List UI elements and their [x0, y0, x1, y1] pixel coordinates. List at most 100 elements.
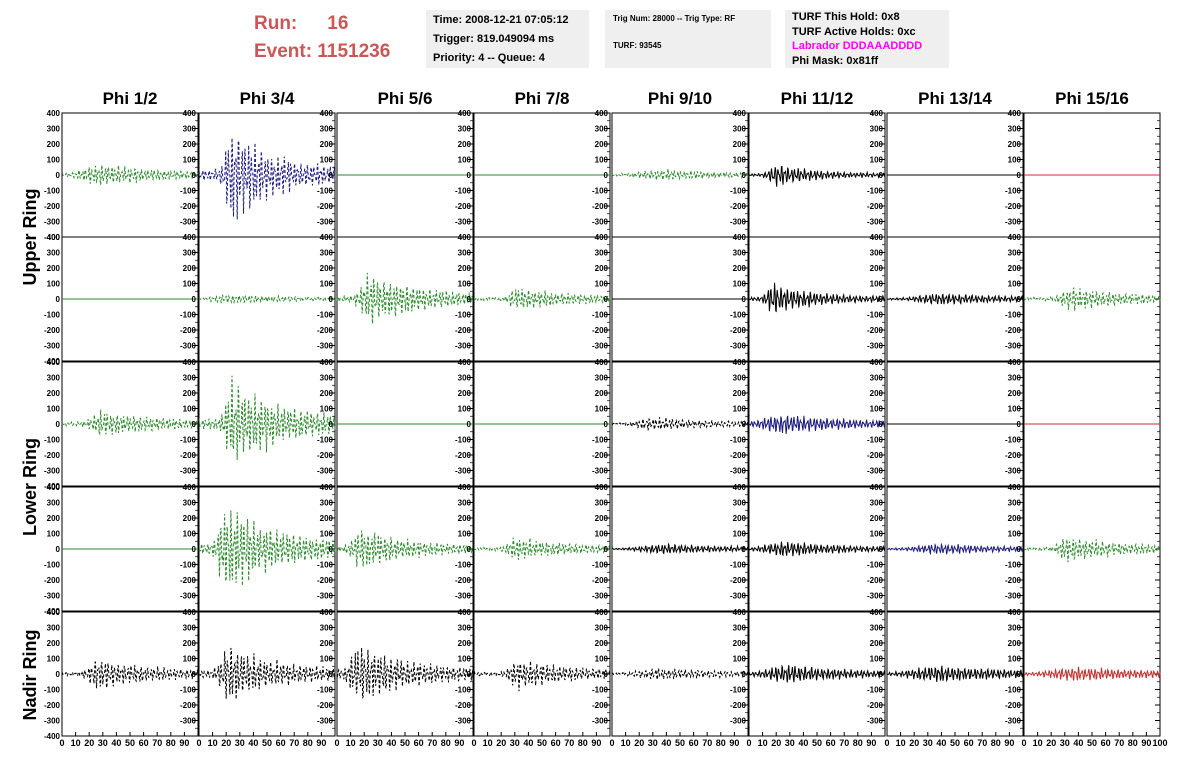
y-tick-label: 200 [870, 264, 884, 273]
y-tick-label: -200 [455, 451, 472, 460]
y-tick-label: 400 [733, 483, 747, 492]
y-tick-label: 200 [458, 389, 472, 398]
y-tick-label: -300 [730, 342, 747, 351]
x-tick-label: 10 [621, 738, 631, 748]
y-tick-label: -200 [592, 326, 609, 335]
y-tick-label: 200 [733, 140, 747, 149]
y-tick-label: 400 [320, 109, 334, 118]
y-tick-label: 300 [47, 624, 61, 633]
panel [748, 236, 886, 362]
y-tick-label: -100 [592, 686, 609, 695]
x-tick-label: 40 [111, 738, 121, 748]
x-tick-label: 50 [125, 738, 135, 748]
y-tick-label: -200 [730, 202, 747, 211]
y-tick-label: 200 [47, 514, 61, 523]
y-tick-label: 200 [458, 639, 472, 648]
y-tick-label: 0 [879, 670, 884, 679]
y-tick-label: 400 [870, 483, 884, 492]
waveform-trace [473, 660, 611, 692]
y-tick-label: 0 [192, 545, 197, 554]
y-tick-label: -100 [592, 187, 609, 196]
y-tick-label: 400 [458, 233, 472, 242]
y-tick-label: -300 [730, 717, 747, 726]
x-tick-label: 60 [551, 738, 561, 748]
x-tick-label: 0 [196, 738, 201, 748]
y-tick-label: 0 [56, 420, 61, 429]
x-tick-label: 80 [441, 738, 451, 748]
y-tick-label: 100 [47, 655, 61, 664]
panel [336, 236, 474, 362]
y-tick-label: 0 [742, 545, 747, 554]
y-tick-label: -100 [1005, 561, 1022, 570]
y-tick-label: 300 [320, 249, 334, 258]
y-tick-label: 200 [595, 514, 609, 523]
y-tick-label: 400 [870, 109, 884, 118]
y-tick-label: -200 [730, 576, 747, 585]
y-tick-label: 300 [595, 624, 609, 633]
y-tick-label: 300 [320, 624, 334, 633]
y-tick-label: -300 [592, 717, 609, 726]
y-tick-label: -300 [180, 467, 197, 476]
y-tick-label: 300 [458, 125, 472, 134]
row-group-label: Nadir Ring [20, 629, 40, 720]
y-tick-label: 100 [1008, 405, 1022, 414]
y-tick-label: 0 [1017, 670, 1022, 679]
y-tick-label: 300 [183, 624, 197, 633]
y-tick-label: -200 [455, 202, 472, 211]
y-tick-label: -300 [180, 342, 197, 351]
y-tick-label: 200 [47, 264, 61, 273]
y-tick-label: 100 [320, 655, 334, 664]
x-tick-label: 10 [71, 738, 81, 748]
y-tick-label: 0 [742, 171, 747, 180]
y-tick-label: 300 [183, 374, 197, 383]
y-tick-label: -200 [455, 326, 472, 335]
column-header: Phi 3/4 [240, 89, 295, 108]
panel [473, 236, 611, 362]
y-tick-label: -200 [867, 451, 884, 460]
y-tick-label: 400 [733, 233, 747, 242]
y-tick-label: -100 [317, 686, 334, 695]
waveform-trace [611, 668, 749, 682]
y-tick-label: -200 [180, 451, 197, 460]
y-tick-label: -100 [180, 561, 197, 570]
y-tick-label: 100 [320, 405, 334, 414]
y-tick-label: -100 [180, 436, 197, 445]
panel [1023, 236, 1161, 362]
y-tick-label: 300 [458, 249, 472, 258]
y-tick-label: 100 [458, 405, 472, 414]
y-tick-label: -300 [1005, 467, 1022, 476]
y-tick-label: 400 [595, 483, 609, 492]
y-tick-label: 400 [320, 608, 334, 617]
panel [1023, 611, 1161, 737]
y-tick-label: 300 [870, 499, 884, 508]
panel [611, 361, 749, 487]
x-tick-label: 0 [1021, 738, 1026, 748]
waveform-trace [198, 510, 336, 586]
y-tick-label: -400 [44, 482, 61, 491]
y-tick-label: 100 [183, 655, 197, 664]
y-tick-label: -100 [44, 686, 61, 695]
y-tick-label: 400 [1008, 233, 1022, 242]
y-tick-label: 200 [183, 639, 197, 648]
y-tick-label: 200 [870, 140, 884, 149]
y-tick-label: 300 [320, 374, 334, 383]
y-tick-label: 300 [595, 374, 609, 383]
y-tick-label: 100 [733, 156, 747, 165]
y-tick-label: 400 [1008, 608, 1022, 617]
y-tick-label: -100 [1005, 436, 1022, 445]
y-tick-label: 100 [458, 530, 472, 539]
y-tick-label: -300 [44, 467, 61, 476]
y-tick-label: 100 [183, 530, 197, 539]
event-value: 1151236 [317, 41, 391, 62]
x-tick-label: 40 [386, 738, 396, 748]
y-tick-label: -100 [1005, 187, 1022, 196]
x-tick-label: 90 [316, 738, 326, 748]
y-tick-label: 300 [870, 249, 884, 258]
y-tick-label: 100 [870, 655, 884, 664]
y-tick-label: -100 [455, 686, 472, 695]
x-tick-label: 30 [648, 738, 658, 748]
y-tick-label: -100 [592, 561, 609, 570]
waveform-trace [748, 541, 886, 557]
y-tick-label: -200 [44, 202, 61, 211]
x-tick-label: 20 [359, 738, 369, 748]
